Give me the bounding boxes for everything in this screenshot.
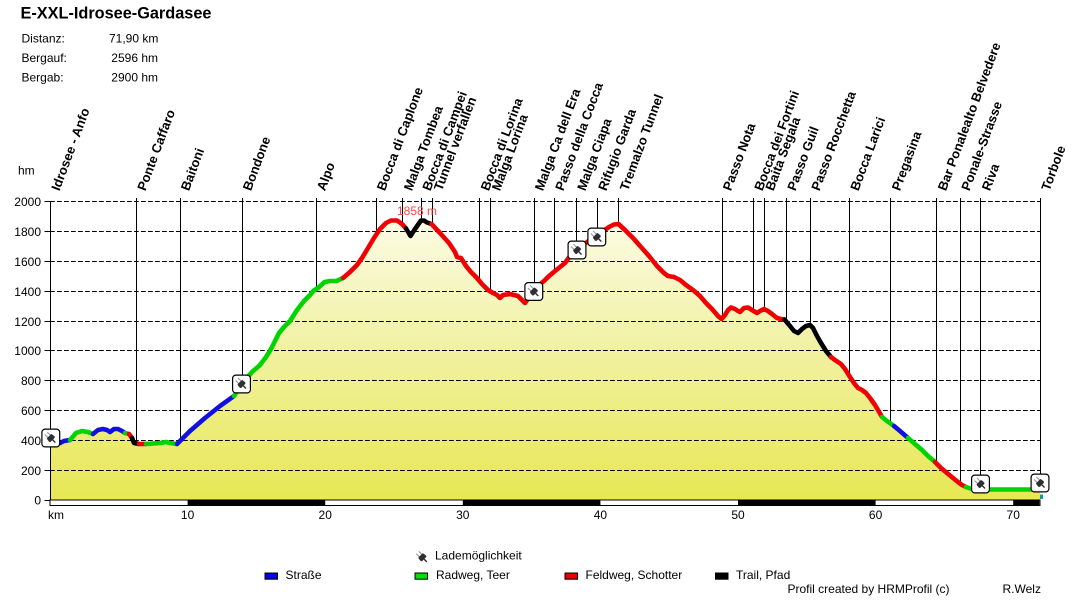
svg-text:1200: 1200	[14, 315, 41, 329]
svg-text:Distanz:: Distanz:	[22, 32, 65, 46]
svg-text:Profil created by HRMProfil (c: Profil created by HRMProfil (c)	[788, 582, 950, 596]
svg-text:hm: hm	[18, 164, 35, 178]
svg-text:Bergab:: Bergab:	[22, 70, 64, 84]
svg-text:0: 0	[34, 493, 41, 507]
svg-text:Trail, Pfad: Trail, Pfad	[736, 568, 790, 582]
svg-text:60: 60	[869, 508, 883, 522]
svg-text:Bergauf:: Bergauf:	[22, 51, 67, 65]
svg-text:1800: 1800	[14, 225, 41, 239]
svg-text:2596 hm: 2596 hm	[111, 51, 158, 65]
svg-text:30: 30	[456, 508, 470, 522]
svg-text:R.Welz: R.Welz	[1003, 582, 1041, 596]
svg-text:600: 600	[21, 404, 41, 418]
svg-text:400: 400	[21, 434, 41, 448]
svg-text:50: 50	[731, 508, 745, 522]
svg-text:1000: 1000	[14, 344, 41, 358]
svg-text:200: 200	[21, 464, 41, 478]
svg-text:2000: 2000	[14, 195, 41, 209]
svg-text:2900 hm: 2900 hm	[111, 70, 158, 84]
svg-text:Straße: Straße	[286, 568, 322, 582]
svg-text:1858 m: 1858 m	[397, 204, 437, 218]
svg-text:800: 800	[21, 374, 41, 388]
svg-text:70: 70	[1007, 508, 1021, 522]
svg-text:10: 10	[181, 508, 195, 522]
svg-text:E-XXL-Idrosee-Gardasee: E-XXL-Idrosee-Gardasee	[21, 5, 212, 23]
svg-text:20: 20	[319, 508, 333, 522]
svg-text:Feldweg, Schotter: Feldweg, Schotter	[586, 568, 683, 582]
svg-text:40: 40	[594, 508, 608, 522]
svg-text:1600: 1600	[14, 255, 41, 269]
svg-text:Radweg, Teer: Radweg, Teer	[436, 568, 510, 582]
svg-text:Lademöglichkeit: Lademöglichkeit	[435, 549, 522, 563]
svg-text:1400: 1400	[14, 285, 41, 299]
svg-text:71,90 km: 71,90 km	[109, 32, 158, 46]
svg-text:km: km	[48, 508, 64, 522]
